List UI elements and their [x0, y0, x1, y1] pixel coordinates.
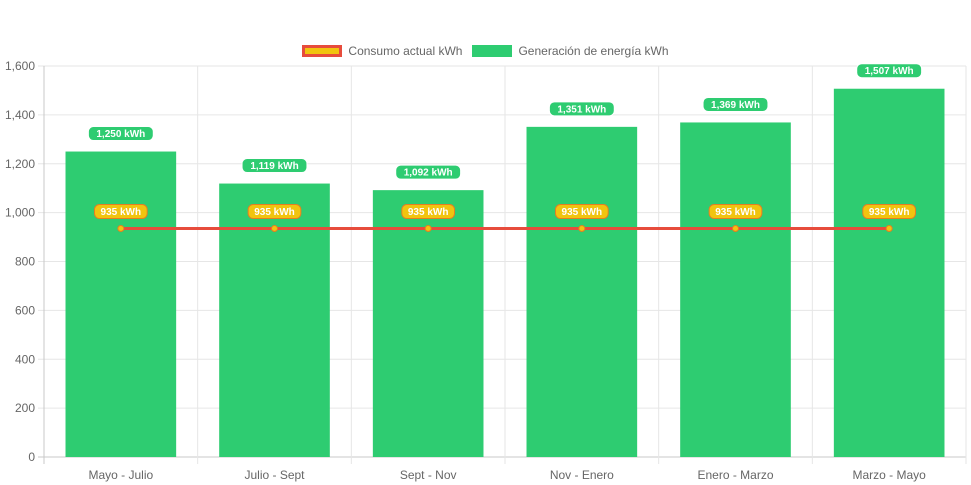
legend-label-consumo: Consumo actual kWh — [348, 44, 463, 58]
bar — [372, 190, 484, 457]
line-data-label-bg — [708, 204, 763, 220]
legend-label-generacion: Generación de energía kWh — [518, 44, 669, 58]
bar — [65, 151, 177, 457]
bar-data-label: 1,369 kWh — [702, 96, 769, 112]
legend-swatch-generacion — [472, 45, 513, 57]
bar-data-label-text: 1,092 kWh — [404, 168, 453, 179]
legend: Consumo actual kWh Generación de energía… — [0, 42, 971, 60]
x-tick-label: Julio - Sept — [244, 468, 305, 482]
bar-data-label-bg — [702, 96, 769, 112]
line-data-label-text: 935 kWh — [715, 207, 756, 218]
line-data-label-bg — [93, 204, 148, 220]
line-point — [578, 225, 586, 233]
line-data-label: 935 kWh — [93, 204, 148, 220]
bar-data-label: 1,351 kWh — [548, 101, 615, 117]
line-data-label: 935 kWh — [708, 204, 763, 220]
line-data-label-bg — [554, 204, 609, 220]
bar — [833, 88, 945, 458]
legend-item-consumo[interactable]: Consumo actual kWh — [302, 44, 462, 58]
line-point — [732, 225, 739, 233]
line-point — [117, 225, 125, 233]
y-tick-label: 800 — [15, 255, 35, 269]
bar-data-label: 1,507 kWh — [856, 63, 923, 79]
bar — [680, 122, 791, 457]
y-tick-label: 600 — [15, 303, 35, 317]
line-data-label: 935 kWh — [401, 204, 456, 220]
legend-item-generacion[interactable]: Generación de energía kWh — [472, 44, 669, 58]
bar-data-label-bg — [241, 158, 308, 174]
bar-data-label-bg — [395, 164, 462, 180]
line-data-label-bg — [247, 204, 302, 220]
bar — [219, 183, 330, 457]
line-point — [885, 225, 893, 233]
legend-swatch-consumo — [302, 45, 343, 57]
y-tick-label: 1,400 — [5, 108, 35, 122]
bar-data-label: 1,119 kWh — [241, 158, 308, 174]
bar — [526, 126, 638, 458]
line-data-label-text: 935 kWh — [562, 207, 603, 218]
y-tick-label: 0 — [28, 450, 35, 464]
bar-data-label-text: 1,119 kWh — [250, 161, 298, 172]
line-data-label: 935 kWh — [247, 204, 302, 220]
line-data-label-bg — [862, 204, 917, 220]
y-tick-label: 1,000 — [5, 206, 35, 220]
line-data-label: 935 kWh — [862, 204, 917, 220]
y-tick-label: 1,600 — [5, 59, 35, 73]
x-tick-label: Marzo - Mayo — [852, 468, 926, 482]
line-point — [424, 225, 432, 233]
y-tick-label: 200 — [15, 401, 35, 415]
x-tick-label: Nov - Enero — [550, 468, 614, 482]
x-tick-label: Sept - Nov — [400, 468, 457, 482]
bar-data-label-text: 1,351 kWh — [557, 104, 606, 115]
x-tick-label: Mayo - Julio — [88, 468, 153, 482]
bar-data-label-bg — [856, 63, 923, 79]
bar-data-label-text: 1,250 kWh — [96, 129, 145, 140]
line-data-label-text: 935 kWh — [101, 207, 142, 218]
y-tick-label: 1,200 — [5, 157, 35, 171]
line-data-label-text: 935 kWh — [869, 207, 910, 218]
bar-data-label-text: 1,369 kWh — [711, 100, 760, 111]
line-data-label-text: 935 kWh — [408, 207, 449, 218]
bar-data-label-bg — [548, 101, 615, 117]
bar-data-label: 1,092 kWh — [395, 164, 462, 180]
line-data-label-bg — [401, 204, 456, 220]
line-point — [271, 225, 278, 233]
x-tick-label: Enero - Marzo — [697, 468, 773, 482]
y-tick-label: 400 — [15, 352, 35, 366]
bar-data-label-text: 1,507 kWh — [865, 66, 914, 77]
line-data-label: 935 kWh — [554, 204, 609, 220]
line-data-label-text: 935 kWh — [254, 207, 295, 218]
bar-data-label-bg — [87, 126, 154, 142]
bar-data-label: 1,250 kWh — [87, 126, 154, 142]
